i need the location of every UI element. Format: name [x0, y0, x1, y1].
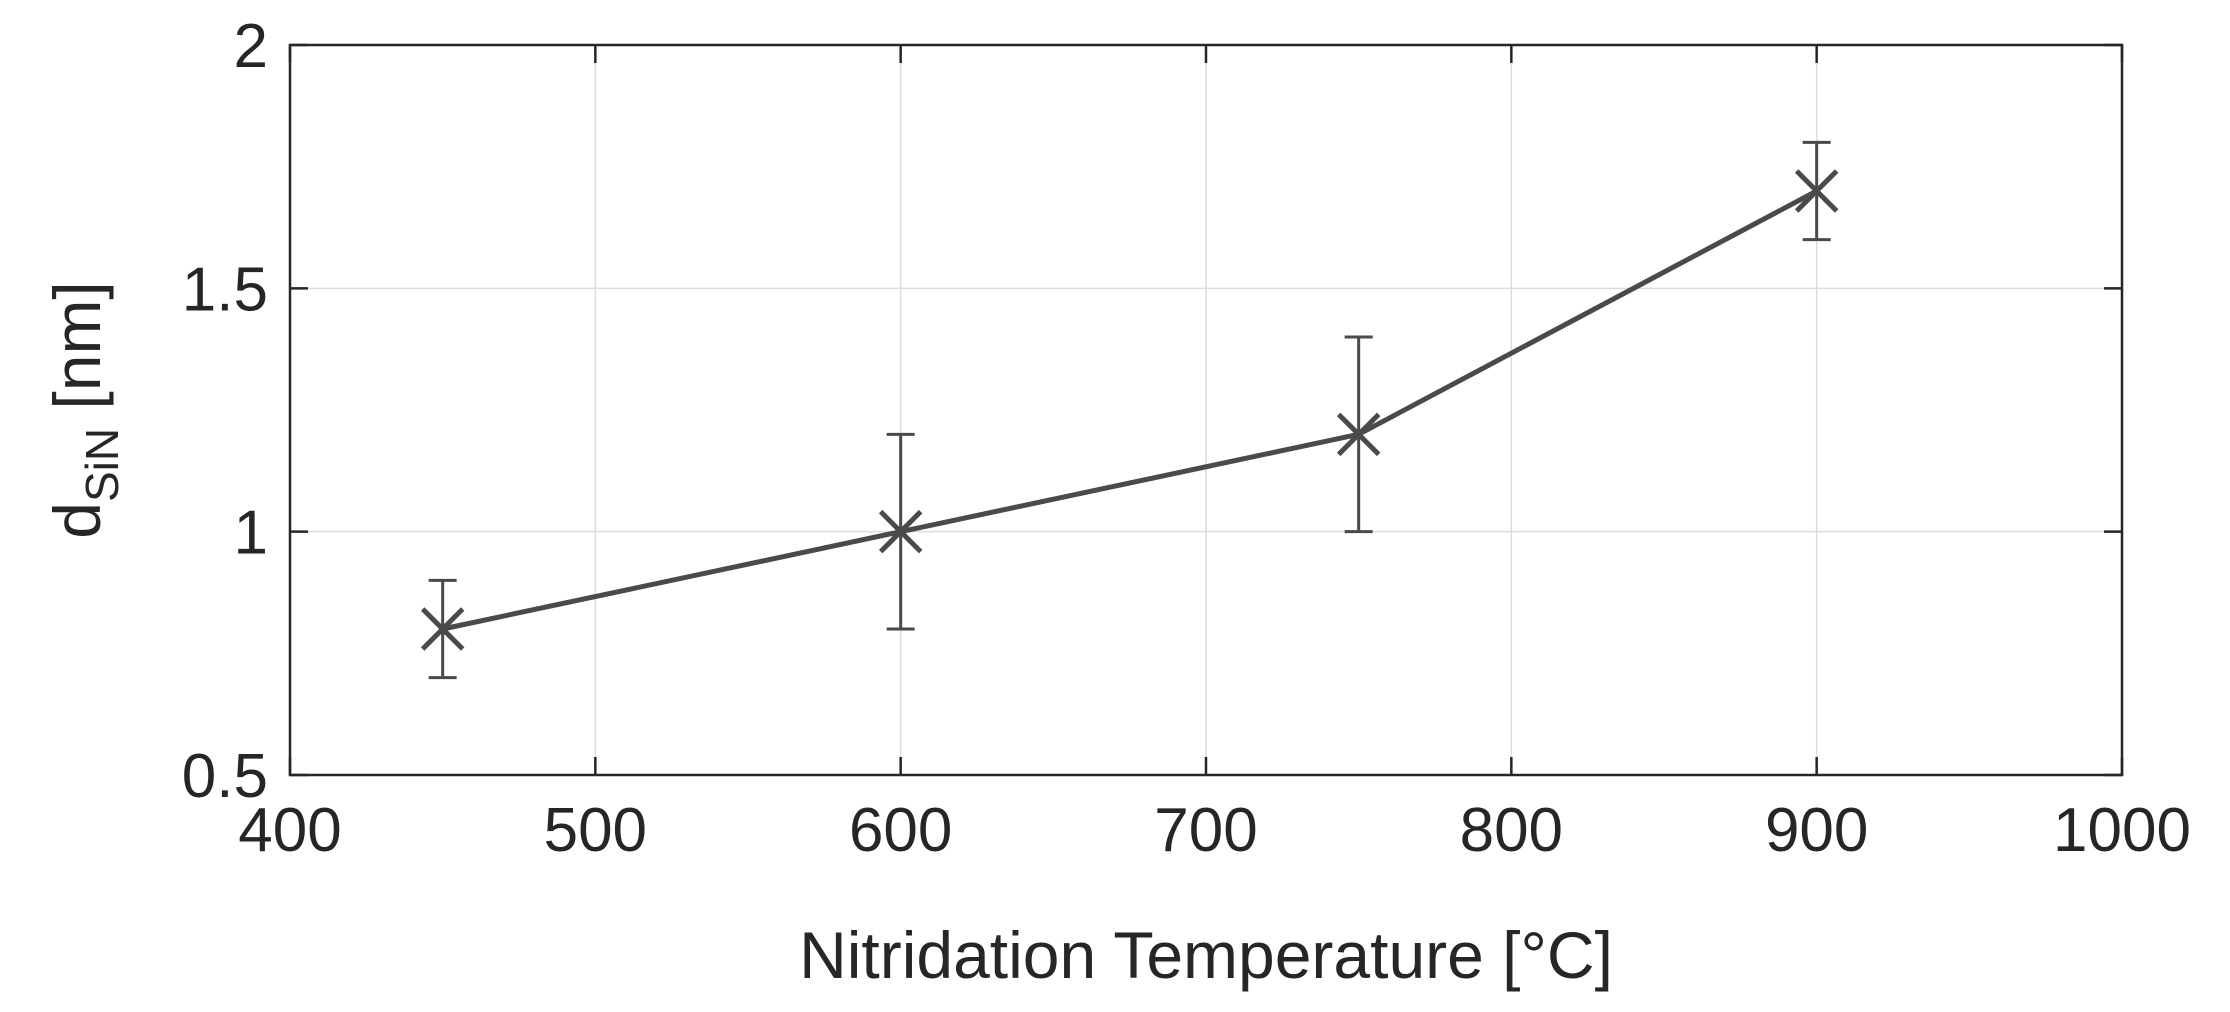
grid-lines	[290, 45, 2122, 775]
marker-stroke	[878, 509, 923, 554]
y-tick-label: 0.5	[182, 742, 268, 811]
x-tick-label: 500	[544, 796, 647, 865]
y-axis-label-subscript: SiN	[76, 428, 128, 502]
marker-stroke	[420, 607, 465, 651]
marker-stroke	[1336, 412, 1381, 457]
x-tick-label: 900	[1765, 796, 1868, 865]
y-axis-label-base: d	[40, 502, 114, 539]
data-point-marker	[878, 509, 923, 554]
y-axis-label-unit: [nm]	[40, 281, 114, 428]
y-tick-label: 1.5	[182, 255, 268, 324]
x-tick-labels: 400 500 600 700 800 900 1000	[238, 796, 2191, 865]
x-tick-label: 400	[238, 796, 341, 865]
y-tick-labels: 0.5 1 1.5 2	[182, 12, 268, 811]
x-tick-label: 700	[1154, 796, 1257, 865]
x-axis-label: Nitridation Temperature [°C]	[799, 918, 1613, 992]
x-tick-label: 1000	[2053, 796, 2191, 865]
y-tick-label: 2	[234, 12, 268, 81]
x-tick-label: 600	[849, 796, 952, 865]
data-point-marker	[420, 607, 465, 651]
marker-stroke	[1794, 169, 1839, 213]
y-tick-label: 1	[234, 499, 268, 568]
series-line	[442, 188, 1818, 632]
y-axis-label: dSiN [nm]	[40, 281, 128, 539]
axis-ticks	[288, 43, 2124, 777]
data-series	[420, 140, 1839, 680]
data-point-marker	[1794, 169, 1839, 213]
data-point-marker	[1336, 412, 1381, 457]
x-tick-label: 800	[1460, 796, 1563, 865]
